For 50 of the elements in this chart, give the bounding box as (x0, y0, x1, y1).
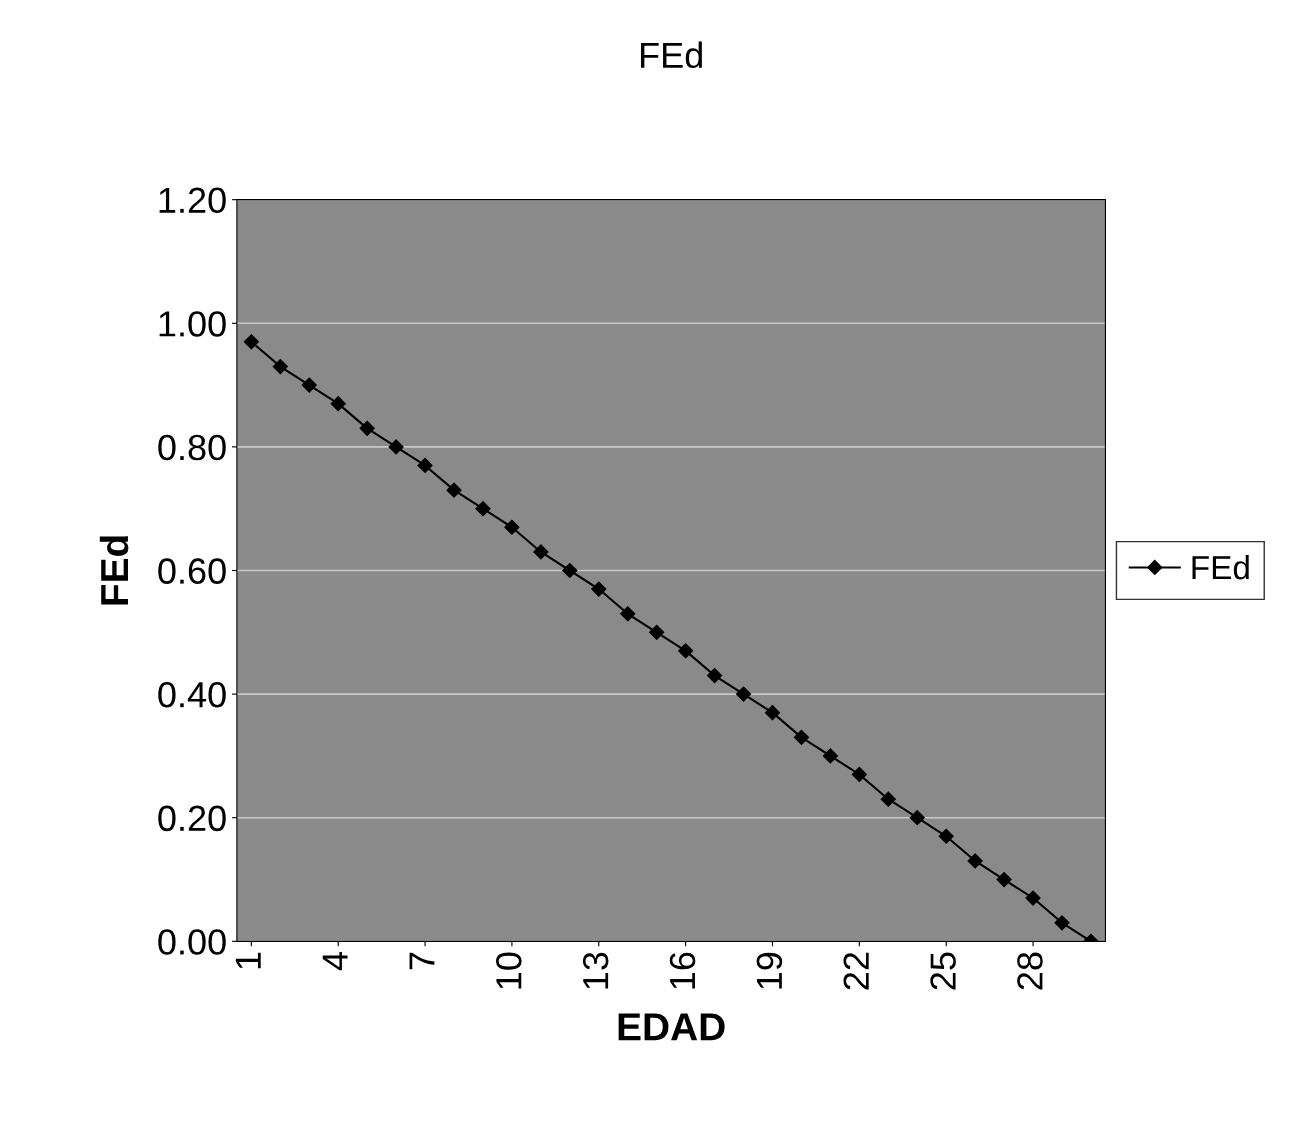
point (909, 810, 925, 826)
point (359, 420, 375, 436)
point (707, 667, 723, 684)
x-tick-label: 4 (322, 952, 348, 971)
chart-title: FEd (641, 41, 702, 69)
point (504, 519, 520, 535)
point (301, 377, 317, 393)
x-tick-label: 10 (496, 952, 522, 989)
x-axis-title: EDAD (618, 1013, 725, 1041)
point (243, 334, 259, 350)
point (764, 705, 781, 721)
x-tick-label: 22 (843, 952, 869, 990)
point (735, 686, 752, 702)
point (533, 544, 549, 560)
y-tick-label: 0.00 (158, 929, 226, 955)
x-tick-label: 28 (1017, 952, 1043, 990)
point (417, 457, 433, 474)
point (272, 358, 288, 375)
y-tick-label: 0.60 (158, 558, 226, 584)
point (851, 766, 867, 783)
point (996, 871, 1012, 888)
point (678, 643, 694, 659)
y-axis-title: FEd (99, 536, 129, 605)
point (620, 606, 636, 622)
point (330, 396, 346, 412)
point (649, 624, 665, 640)
point (475, 501, 491, 517)
point (793, 729, 810, 745)
x-tick-label: 7 (409, 952, 435, 970)
point (1054, 915, 1070, 931)
y-tick-label: 1.00 (159, 311, 226, 337)
point (880, 791, 896, 807)
point (388, 439, 404, 455)
point (938, 828, 954, 844)
x-tick-label: 1 (235, 952, 261, 969)
legend-label: FEd (1192, 554, 1249, 580)
y-tick-label: 0.40 (158, 681, 226, 708)
point (1025, 890, 1041, 906)
point (967, 853, 983, 869)
x-tick-label: 19 (756, 952, 783, 989)
point (822, 748, 838, 764)
point (446, 482, 462, 498)
x-tick-label: 13 (582, 952, 609, 989)
point (591, 581, 607, 597)
y-tick-label: 0.20 (158, 805, 226, 832)
x-tick-label: 16 (669, 952, 696, 989)
point (562, 562, 578, 579)
x-tick-label: 25 (930, 952, 956, 990)
y-tick-label: 0.80 (158, 434, 226, 461)
y-tick-label: 1.20 (159, 187, 226, 214)
